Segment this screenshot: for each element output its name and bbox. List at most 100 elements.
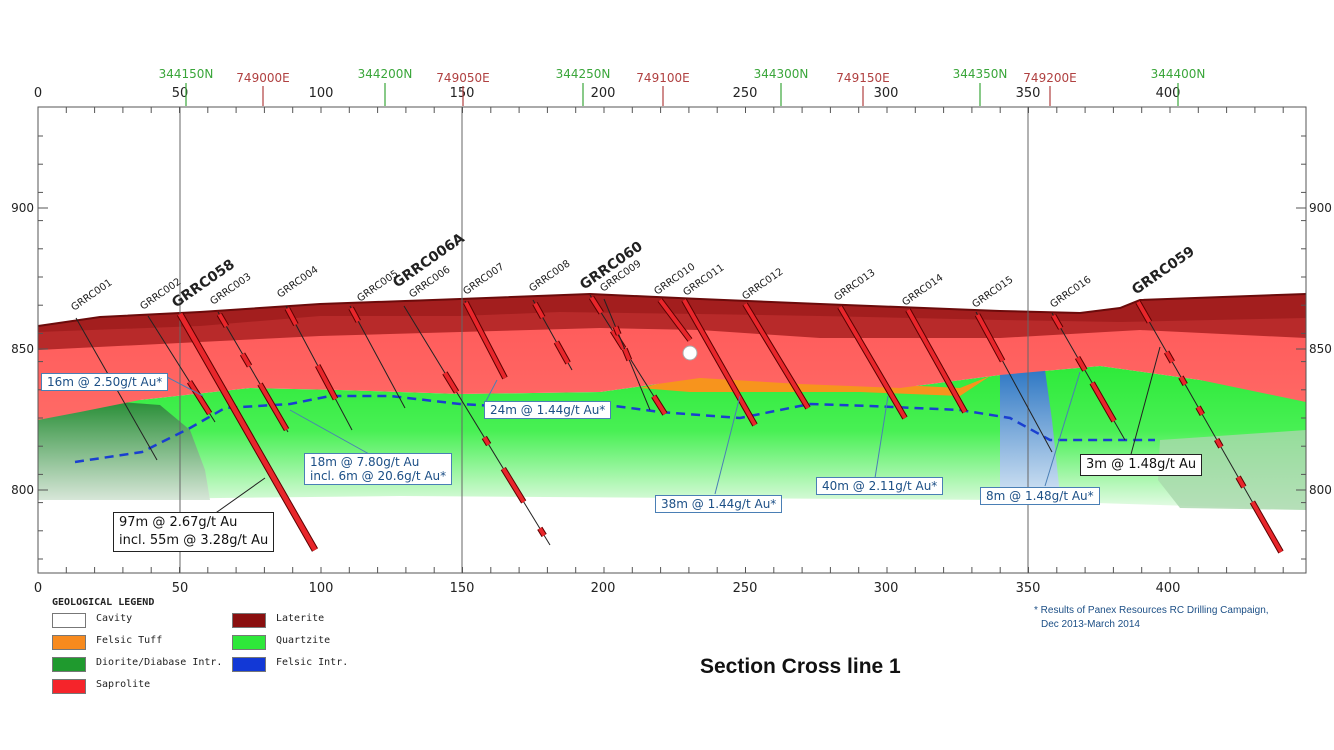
grid	[37, 106, 1307, 574]
drill-hole-grrc008	[532, 299, 573, 371]
legend-label: Felsic Tuff	[96, 635, 163, 646]
assay-interval	[315, 364, 338, 400]
legend-title: GEOLOGICAL LEGEND	[52, 597, 155, 608]
assay-interval	[610, 329, 626, 350]
assay-interval	[838, 305, 907, 420]
intercept-text: 38m @ 1.44g/t Au*	[661, 497, 777, 511]
easting-labels: 749000E 749050E 749100E 749150E 749200E	[236, 71, 1076, 85]
assay-interval	[1136, 301, 1152, 323]
drill-hole-grrc058	[176, 312, 319, 552]
x-tick-bottom: 400	[1156, 581, 1181, 596]
intercept-label-grrc011: 38m @ 1.44g/t Au*	[655, 495, 783, 513]
legend-label: Saprolite	[96, 679, 151, 690]
hole-label: GRRC004	[275, 264, 320, 300]
x-tick-bottom: 100	[309, 581, 334, 596]
x-tick-bottom: 200	[591, 581, 616, 596]
assay-interval	[682, 299, 757, 426]
intercept-text: 16m @ 2.50g/t Au*	[47, 375, 163, 389]
x-tick-top: 150	[450, 86, 475, 101]
assay-interval	[589, 296, 603, 314]
hole-label: GRRC008	[527, 258, 572, 294]
northing-labels: 344150N 344200N 344250N 344300N 344350N …	[159, 67, 1206, 81]
x-tick-top: 200	[591, 86, 616, 101]
x-tick-bottom: 150	[450, 581, 475, 596]
legend-label: Quartzite	[276, 635, 331, 646]
assay-interval	[613, 325, 621, 336]
assay-interval	[622, 348, 632, 361]
assay-interval	[1236, 476, 1246, 488]
mineralisation-trend-line	[74, 394, 1155, 464]
hole-label: GRRC014	[900, 272, 945, 308]
drill-hole-grrc007	[463, 300, 508, 380]
assay-interval	[258, 382, 289, 431]
intercept-text: 24m @ 1.44g/t Au*	[490, 403, 606, 417]
intercept-text: 97m @ 2.67g/t Au	[119, 515, 238, 530]
x-tick-bottom: 0	[34, 581, 42, 596]
assay-interval	[652, 395, 667, 416]
intercept-label-grrc007: 24m @ 1.44g/t Au*	[484, 401, 612, 419]
assay-interval	[187, 380, 212, 415]
assay-interval	[285, 307, 298, 326]
drill-hole-grrc059	[1135, 300, 1284, 554]
intercept-text: 8m @ 1.48g/t Au*	[986, 489, 1094, 503]
assay-interval	[1214, 438, 1223, 448]
hole-label: GRRC005	[355, 268, 400, 304]
legend-swatch	[232, 657, 266, 672]
legend-swatch	[232, 635, 266, 650]
drill-hole-grrc009	[603, 298, 651, 411]
legend-label: Diorite/Diabase Intr.	[96, 657, 223, 668]
hole-label: GRRC016	[1048, 274, 1093, 310]
hole-label: GRRC001	[69, 277, 114, 313]
easting-label: 749100E	[636, 71, 689, 85]
y-tick-left: 800	[11, 483, 34, 497]
footnote-line: Dec 2013-March 2014	[1041, 619, 1140, 630]
legend-label: Laterite	[276, 613, 325, 624]
easting-label: 749050E	[436, 71, 489, 85]
x-tick-bottom: 300	[874, 581, 899, 596]
assay-interval	[743, 302, 810, 410]
legend-label: Felsic Intr.	[276, 657, 349, 668]
x-axis-bottom: 0 50 100 150 200 250 300 350 400	[34, 581, 1181, 596]
drill-hole-grrc016	[1050, 312, 1126, 441]
x-tick-top: 400	[1156, 86, 1181, 101]
assay-interval	[1250, 501, 1283, 553]
section-caption: Section Cross line 1	[700, 655, 901, 678]
legend-swatch	[52, 635, 86, 650]
intercept-label-grrc058: 97m @ 2.67g/t Au incl. 55m @ 3.28g/t Au	[113, 512, 275, 552]
assay-interval	[975, 313, 1005, 362]
intercept-text: incl. 6m @ 20.6g/t Au*	[310, 469, 447, 483]
easting-label: 749000E	[236, 71, 289, 85]
northing-label: 344400N	[1151, 67, 1206, 81]
x-tick-top: 350	[1016, 86, 1041, 101]
assay-interval	[482, 436, 491, 446]
intercept-label-grrc059: 3m @ 1.48g/t Au	[1080, 454, 1203, 476]
intercept-text: incl. 55m @ 3.28g/t Au	[119, 533, 269, 548]
drill-hole-grrc015	[974, 311, 1053, 453]
assay-interval	[1075, 356, 1087, 372]
drill-trace	[349, 305, 406, 409]
northing-label: 344300N	[754, 67, 809, 81]
assay-interval	[1164, 351, 1175, 363]
x-tick-top: 250	[733, 86, 758, 101]
assay-interval	[658, 298, 692, 342]
easting-label: 749200E	[1023, 71, 1076, 85]
assay-interval	[464, 301, 507, 379]
easting-ticks	[262, 86, 1051, 106]
intercept-label-grrc016: 8m @ 1.48g/t Au*	[980, 487, 1100, 505]
assay-interval	[1051, 314, 1063, 330]
x-axis-top: 0 50 100 150 200 250 300 350 400	[34, 86, 1181, 101]
drill-hole-grrc003	[216, 311, 290, 433]
legend-swatch	[232, 613, 266, 628]
northing-label: 344150N	[159, 67, 214, 81]
footnote: * Results of Panex Resources RC Drilling…	[1034, 604, 1269, 632]
assay-interval	[177, 312, 318, 552]
legend-swatch	[52, 679, 86, 694]
intercept-label-grrc004: 18m @ 7.80g/t Au incl. 6m @ 20.6g/t Au*	[304, 453, 453, 485]
intercept-text: 3m @ 1.48g/t Au	[1086, 457, 1197, 472]
x-tick-top: 50	[172, 86, 189, 101]
assay-interval	[349, 307, 361, 323]
x-tick-bottom: 350	[1016, 581, 1041, 596]
drill-hole-grrc011	[681, 298, 758, 427]
x-tick-top: 300	[874, 86, 899, 101]
drill-trace	[403, 305, 551, 546]
